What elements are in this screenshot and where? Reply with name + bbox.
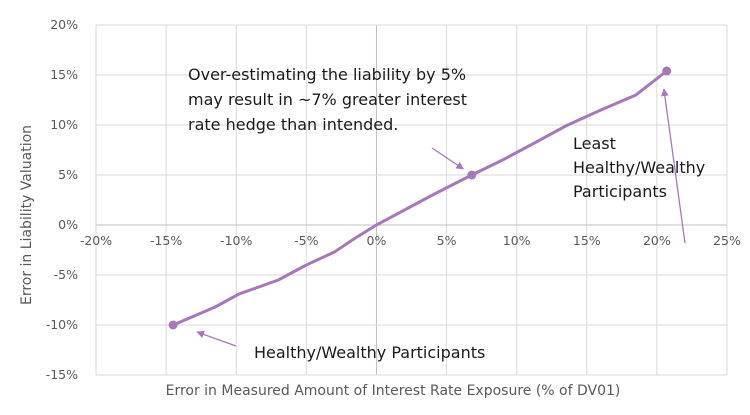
y-tick-label: -15% (46, 367, 78, 382)
annotation-arrow (431, 147, 465, 170)
data-point-marker (467, 170, 477, 180)
x-axis-label: Error in Measured Amount of Interest Rat… (166, 383, 621, 399)
y-tick-label: 20% (50, 17, 78, 32)
x-tick-label: 20% (643, 233, 671, 248)
x-tick-label: 25% (713, 233, 741, 248)
y-tick-label: -10% (46, 317, 78, 332)
y-tick-label: -5% (54, 267, 78, 282)
data-point-marker (662, 66, 672, 76)
y-tick-label: 0% (58, 217, 78, 232)
annotation-text: Least Healthy/Wealthy Participants (573, 134, 705, 201)
y-axis-label: Error in Liability Valuation (19, 125, 35, 305)
series-line (171, 69, 669, 327)
x-tick-label: 5% (437, 233, 457, 248)
annotation-arrow (660, 88, 686, 244)
annotations: Over-estimating the liability by 5% may r… (188, 65, 705, 362)
x-tick-label: -10% (220, 233, 252, 248)
x-tick-label: 15% (573, 233, 601, 248)
x-tick-label: -20% (80, 233, 112, 248)
gridlines (95, 24, 728, 376)
annotation-text: Over-estimating the liability by 5% may r… (188, 65, 467, 134)
y-tick-label: 10% (50, 117, 78, 132)
x-tick-label: 10% (503, 233, 531, 248)
x-tick-label: -5% (294, 233, 318, 248)
annotation-text: Healthy/Wealthy Participants (254, 343, 485, 362)
y-tick-label: 15% (50, 67, 78, 82)
x-tick-label: -15% (150, 233, 182, 248)
data-point-marker (168, 320, 178, 330)
series (168, 66, 672, 330)
annotation-arrow (196, 330, 237, 347)
y-tick-label: 5% (58, 167, 78, 182)
tick-labels: -20% -15% -10% -5% 0% 5% 10% 15% 20% 25% 20% 15% 10%… (46, 17, 741, 382)
x-tick-label: 0% (367, 233, 387, 248)
